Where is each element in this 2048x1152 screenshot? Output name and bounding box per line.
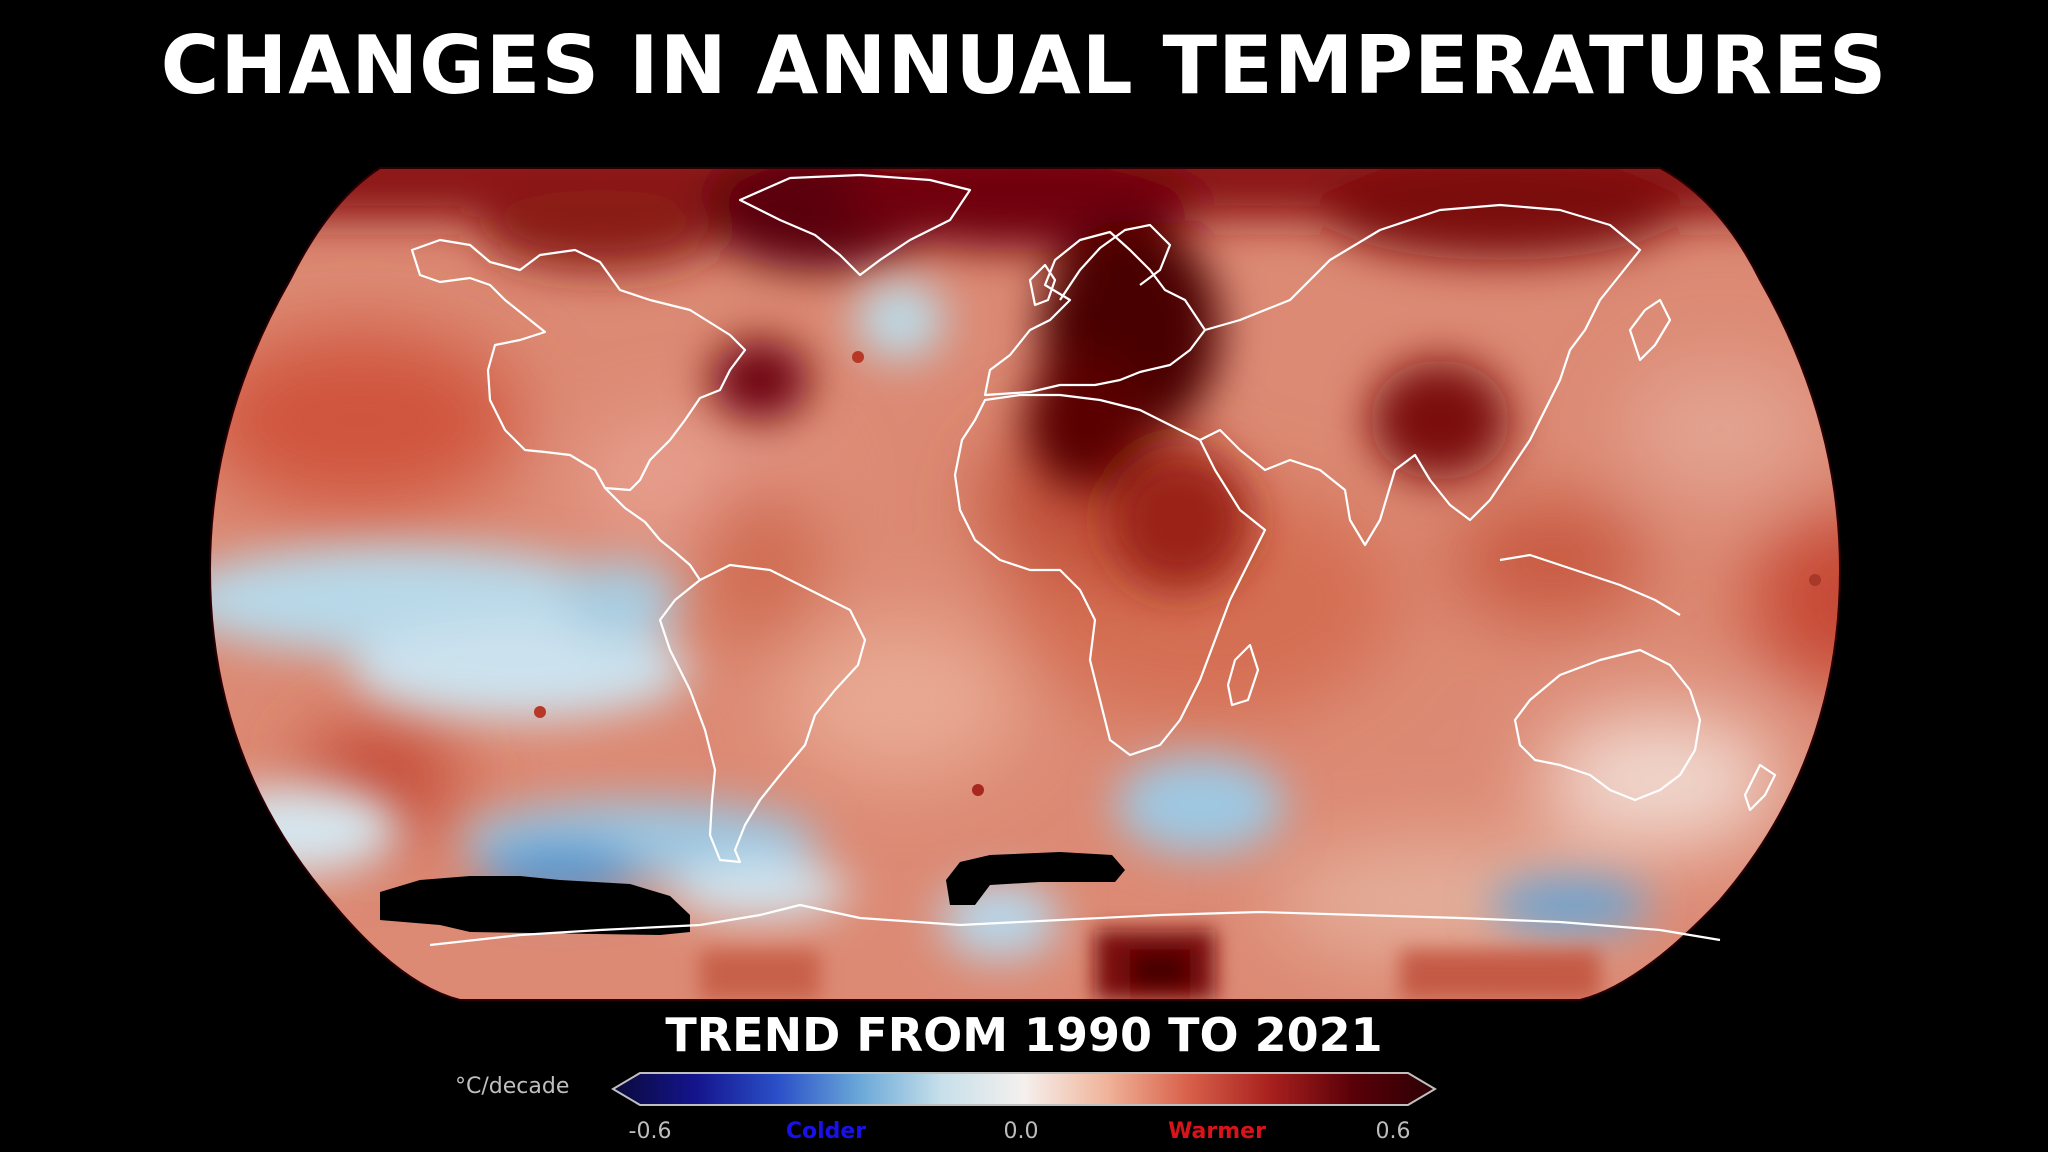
coastline-uk <box>1028 263 1057 307</box>
coastline-scandinavia <box>1059 223 1172 301</box>
coastline-north-america <box>410 238 747 492</box>
globe-border <box>208 167 1842 1001</box>
missing-data-region-atlantic <box>946 852 1125 905</box>
missing-data-region-pacific <box>380 876 690 935</box>
colorbar-unit-label: °C/decade <box>455 1074 570 1099</box>
coastline-central-america <box>604 487 701 581</box>
coastline-new-zealand <box>1743 763 1777 812</box>
colorbar-min-label: -0.6 <box>628 1119 672 1144</box>
colorbar <box>611 1072 1437 1106</box>
coastline-south-america <box>658 563 867 864</box>
colorbar-colder-label: Colder <box>785 1119 867 1144</box>
map-subtitle: TREND FROM 1990 TO 2021 <box>665 1008 1383 1062</box>
coastline-asia <box>1199 203 1642 547</box>
colorbar-body <box>611 1072 1437 1106</box>
colorbar-mid-label: 0.0 <box>1003 1119 1039 1144</box>
temperature-field <box>210 168 1840 1000</box>
coastline-australia <box>1513 648 1702 802</box>
coastline-madagascar <box>1226 643 1260 707</box>
coastline-greenland <box>738 173 972 277</box>
coastline-antarctica <box>429 903 1721 947</box>
coastline-se-asia-islands <box>1499 553 1681 616</box>
colorbar-warmer-label: Warmer <box>1168 1119 1266 1144</box>
colorbar-max-label: 0.6 <box>1375 1119 1411 1144</box>
map-title: CHANGES IN ANNUAL TEMPERATURES <box>160 19 1888 112</box>
coastline-europe <box>983 230 1207 397</box>
coastlines <box>410 173 1777 947</box>
coastline-japan <box>1628 298 1672 362</box>
coastline-africa <box>953 393 1267 757</box>
